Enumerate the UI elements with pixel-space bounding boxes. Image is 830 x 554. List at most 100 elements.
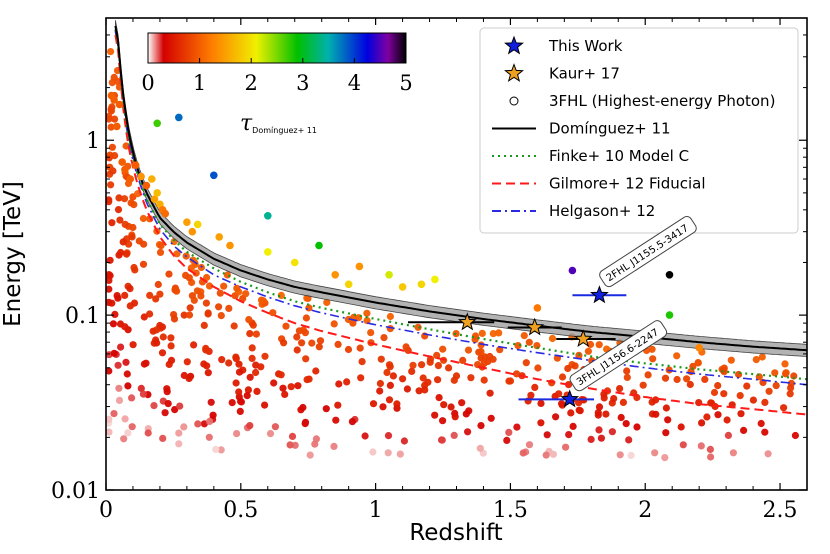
source-point (126, 285, 134, 293)
source-point (186, 304, 194, 312)
source-point (358, 358, 366, 366)
source-point (323, 298, 331, 306)
source-label-box (599, 216, 697, 288)
source-point (157, 242, 165, 250)
source-point (171, 406, 179, 414)
source-point (724, 431, 733, 439)
source-point (217, 312, 225, 320)
source-point (185, 374, 193, 383)
source-point (399, 375, 407, 383)
source-point (644, 371, 652, 379)
source-point (710, 388, 719, 397)
source-point (564, 364, 572, 373)
source-point (144, 429, 152, 437)
source-point (595, 426, 603, 434)
source-point (281, 390, 289, 398)
source-point (396, 450, 404, 458)
source-point (330, 320, 338, 328)
source-point (525, 441, 534, 449)
source-point (163, 388, 171, 396)
source-point (330, 442, 338, 450)
legend-circle-marker (509, 96, 519, 106)
source-point (377, 355, 385, 363)
source-point (369, 448, 377, 456)
source-point (128, 233, 136, 241)
source-point (123, 370, 131, 378)
source-point (772, 382, 780, 390)
source-point (477, 422, 485, 430)
y-axis-title: Energy [TeV] (0, 181, 26, 327)
source-point (107, 48, 115, 56)
source-point (139, 260, 148, 268)
source-point (389, 372, 397, 380)
source-point (602, 410, 610, 418)
fhl-point (188, 227, 197, 236)
source-point (191, 260, 199, 269)
source-point (316, 337, 325, 345)
source-point (652, 410, 660, 418)
fhl-point (385, 271, 393, 279)
source-point (286, 441, 294, 449)
legend-entry: Gilmore+ 12 Fiducial (492, 175, 706, 193)
source-point (363, 317, 371, 325)
source-point (190, 296, 198, 304)
source-point (270, 379, 278, 387)
source-point (243, 392, 251, 400)
fhl-point (161, 209, 170, 218)
fhl-point (355, 262, 364, 271)
source-point (228, 399, 236, 407)
source-point (543, 431, 551, 439)
source-point (522, 359, 530, 367)
source-point (142, 359, 150, 367)
source-point (130, 263, 138, 272)
source-point (159, 434, 167, 442)
source-point (108, 103, 116, 111)
source-point (335, 380, 343, 388)
source-point (218, 356, 226, 364)
source-point (531, 383, 539, 391)
source-point (478, 329, 486, 337)
dominguez-uncertainty-band (115, 20, 807, 357)
source-point (106, 276, 113, 284)
source-point (683, 375, 691, 383)
source-point (124, 429, 132, 437)
source-point (720, 390, 728, 398)
horizon-curve-gilmore-12-fiducial (114, 34, 807, 416)
source-point (480, 359, 488, 367)
source-point (749, 396, 758, 404)
fhl-point (695, 344, 703, 352)
y-tick-label: 0.1 (65, 304, 100, 329)
source-point (182, 271, 190, 279)
colorbar-label-sub: Domínguez+ 11 (252, 126, 317, 135)
source-point (146, 291, 154, 299)
source-point (106, 285, 113, 293)
source-point (633, 423, 641, 431)
source-point (236, 407, 244, 415)
source-point (661, 454, 669, 462)
source-point (225, 304, 233, 312)
source-point (117, 343, 125, 351)
source-point (139, 214, 147, 223)
source-point (384, 432, 393, 440)
fhl-point (417, 280, 426, 289)
source-point (514, 342, 522, 350)
source-point (673, 352, 681, 360)
source-point (435, 394, 443, 402)
source-point (121, 220, 129, 228)
colorbar: 0 1 2 3 4 5 τDomínguez+ 11 (141, 32, 413, 136)
source-point (200, 360, 208, 368)
source-point (525, 338, 533, 346)
source-point (697, 442, 705, 450)
source-point (740, 426, 748, 434)
fhl-point (193, 220, 202, 229)
source-point (302, 355, 310, 363)
source-point (261, 401, 269, 409)
fhl-point (665, 311, 674, 319)
source-point (356, 344, 364, 352)
source-point (233, 284, 241, 292)
source-point (623, 367, 631, 375)
source-point (627, 451, 635, 459)
source-label-box (569, 320, 668, 392)
source-point (152, 295, 160, 303)
source-point (616, 451, 624, 459)
